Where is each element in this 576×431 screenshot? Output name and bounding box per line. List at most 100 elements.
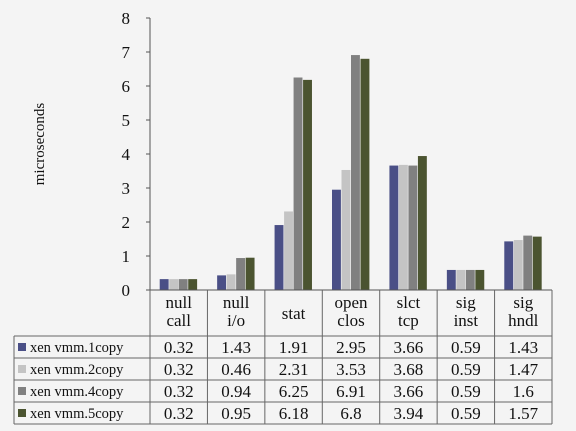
category-label-line: sig bbox=[513, 293, 533, 312]
bar-2-1 bbox=[169, 279, 179, 290]
legend-swatch bbox=[18, 365, 26, 373]
legend-series-name: xen vmm.1copy bbox=[30, 340, 124, 356]
category-label-line: open bbox=[334, 293, 368, 312]
bar-4-7 bbox=[532, 236, 542, 290]
table-value: 3.66 bbox=[394, 338, 424, 357]
legend-swatch bbox=[18, 387, 26, 395]
bars bbox=[159, 55, 542, 291]
table-value: 1.47 bbox=[508, 360, 538, 379]
bar-3-4 bbox=[351, 55, 360, 291]
y-tick-label: 8 bbox=[122, 9, 131, 28]
bar-4-3 bbox=[303, 79, 312, 290]
table-value: 3.68 bbox=[394, 360, 424, 379]
y-tick-label: 4 bbox=[122, 145, 131, 164]
bar-1-2 bbox=[217, 275, 227, 290]
table-value: 6.8 bbox=[340, 404, 361, 423]
table-value: 6.25 bbox=[279, 382, 309, 401]
legend-series-name: xen vmm.2copy bbox=[30, 362, 124, 378]
y-tick-label: 5 bbox=[122, 111, 131, 130]
table-value: 1.91 bbox=[279, 338, 309, 357]
y-tick-label: 6 bbox=[122, 77, 131, 96]
bar-1-6 bbox=[446, 269, 456, 290]
bar-2-5 bbox=[398, 164, 408, 290]
category-label-line: slct bbox=[397, 293, 421, 312]
table-value: 1.6 bbox=[513, 382, 534, 401]
bar-3-2 bbox=[236, 258, 246, 290]
category-label: null call bbox=[165, 293, 192, 330]
category-label-line: i/o bbox=[227, 311, 245, 330]
bar-2-2 bbox=[226, 274, 236, 290]
table-value: 1.57 bbox=[508, 404, 538, 423]
category-label-line: null bbox=[165, 293, 192, 312]
y-tick-label: 3 bbox=[122, 179, 131, 198]
y-tick-label: 0 bbox=[122, 281, 131, 300]
category-label: sig inst bbox=[454, 293, 479, 330]
y-axis-label-group: microseconds bbox=[32, 103, 48, 186]
y-axis-ticks: 0 1 2 3 4 5 6 7 8 bbox=[122, 9, 150, 300]
table-value: 1.43 bbox=[221, 338, 251, 357]
category-label: null i/o bbox=[223, 293, 250, 330]
table-value: 0.32 bbox=[164, 404, 194, 423]
bar-3-3 bbox=[293, 77, 303, 290]
category-label-line: stat bbox=[282, 304, 306, 323]
category-label-line: tcp bbox=[398, 311, 419, 330]
bar-1-7 bbox=[504, 241, 514, 290]
table-value: 0.59 bbox=[451, 338, 481, 357]
bar-1-4 bbox=[332, 189, 341, 290]
bar-3-6 bbox=[465, 269, 475, 290]
table-value: 0.32 bbox=[164, 360, 194, 379]
table-value: 2.95 bbox=[336, 338, 366, 357]
table-value: 2.31 bbox=[279, 360, 309, 379]
bar-3-7 bbox=[523, 235, 533, 290]
table-value: 1.43 bbox=[508, 338, 538, 357]
table-value: 0.95 bbox=[221, 404, 251, 423]
legend-swatch bbox=[18, 343, 26, 351]
table-value: 0.46 bbox=[221, 360, 251, 379]
axes bbox=[149, 18, 552, 291]
y-tick-label: 2 bbox=[122, 213, 131, 232]
bar-2-3 bbox=[284, 211, 293, 290]
table-value: 6.18 bbox=[279, 404, 309, 423]
bar-3-5 bbox=[408, 165, 418, 290]
table-value: 0.94 bbox=[221, 382, 251, 401]
bar-2-4 bbox=[341, 169, 351, 290]
table-value: 3.66 bbox=[394, 382, 424, 401]
legend-swatch bbox=[18, 409, 26, 417]
category-label: slct tcp bbox=[397, 293, 421, 330]
bar-4-1 bbox=[188, 279, 198, 290]
y-tick-label: 7 bbox=[122, 43, 131, 62]
table-value: 6.91 bbox=[336, 382, 366, 401]
category-label-line: hndl bbox=[508, 311, 539, 330]
bar-4-5 bbox=[417, 156, 427, 290]
legend-series-name: xen vmm.5copy bbox=[30, 406, 124, 422]
y-axis-label: microseconds bbox=[32, 103, 48, 186]
table-value: 0.32 bbox=[164, 382, 194, 401]
category-label-line: inst bbox=[454, 311, 479, 330]
category-label-line: sig bbox=[456, 293, 476, 312]
legend-series-name: xen vmm.4copy bbox=[30, 384, 124, 400]
bar-4-2 bbox=[245, 257, 255, 290]
bar-1-3 bbox=[274, 225, 284, 290]
table-value: 0.59 bbox=[451, 360, 481, 379]
category-label: stat bbox=[282, 304, 306, 323]
bar-3-1 bbox=[178, 279, 188, 290]
category-label-line: call bbox=[166, 311, 191, 330]
bar-1-5 bbox=[389, 165, 399, 290]
bar-2-7 bbox=[513, 240, 523, 290]
table-value: 3.53 bbox=[336, 360, 366, 379]
table-value: 0.59 bbox=[451, 404, 481, 423]
bar-4-4 bbox=[360, 58, 370, 290]
table-value: 0.32 bbox=[164, 338, 194, 357]
table-value: 3.94 bbox=[394, 404, 424, 423]
y-tick-label: 1 bbox=[122, 247, 131, 266]
bar-2-6 bbox=[456, 269, 466, 290]
category-label: open clos bbox=[334, 293, 368, 330]
bar-4-6 bbox=[475, 269, 485, 290]
category-label-line: null bbox=[223, 293, 250, 312]
table-value: 0.59 bbox=[451, 382, 481, 401]
bar-1-1 bbox=[159, 279, 169, 290]
category-label: sig hndl bbox=[508, 293, 539, 330]
